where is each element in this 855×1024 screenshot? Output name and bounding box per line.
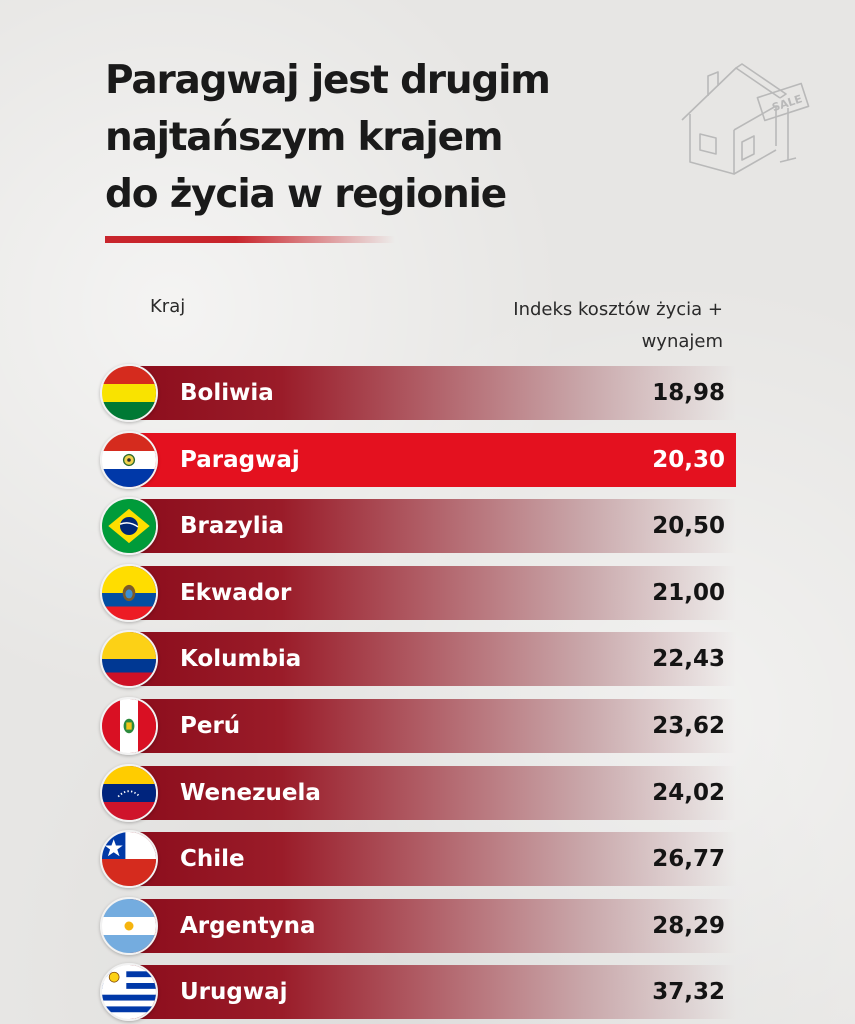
bar-urugwaj <box>130 965 736 1020</box>
colombia-flag-icon <box>100 630 158 689</box>
country-label: Urugwaj <box>180 979 288 1006</box>
bar-brazylia <box>130 499 736 554</box>
bar-boliwia <box>130 366 736 420</box>
chart-row-argentyna: Argentyna 28,29 <box>0 896 855 955</box>
chart-row-brazylia: Brazylia 20,50 <box>0 497 855 556</box>
bar-peru <box>130 699 736 753</box>
house-for-sale-icon: SALE <box>681 63 810 175</box>
chart-row-urugwaj: Urugwaj 37,32 <box>0 963 855 1022</box>
title-line-2: najtańszym krajem <box>105 115 503 160</box>
value-label: 23,62 <box>652 713 725 739</box>
title-line-1: Paragwaj jest drugim <box>105 58 551 103</box>
chart-row-peru: Perú 23,62 <box>0 697 855 755</box>
value-label: 26,77 <box>652 846 725 873</box>
country-label: Chile <box>180 846 245 873</box>
paraguay-flag-icon <box>100 430 158 489</box>
value-header-line-2: wynajem <box>641 331 723 352</box>
country-label: Kolumbia <box>180 646 302 673</box>
value-label: 37,32 <box>652 979 725 1006</box>
chart-title: Paragwaj jest drugim najtańszym krajem d… <box>105 52 551 223</box>
chart-row-wenezuela: Wenezuela 24,02 <box>0 763 855 822</box>
bar-argentyna <box>130 898 736 953</box>
value-label: 21,00 <box>652 579 725 606</box>
chile-flag-icon <box>100 830 158 889</box>
bolivia-flag-icon <box>100 364 158 422</box>
ecuador-flag-icon <box>100 563 158 622</box>
bar-ekwador <box>130 565 736 620</box>
value-label: 22,43 <box>652 646 725 673</box>
country-column-header: Kraj <box>150 296 186 317</box>
chart-row-chile: Chile 26,77 <box>0 830 855 889</box>
title-underline <box>105 236 395 243</box>
bar-paragwaj <box>130 432 736 487</box>
title-line-3: do życia w regionie <box>105 172 507 217</box>
value-label: 24,02 <box>652 779 725 806</box>
uruguay-flag-icon <box>100 963 158 1022</box>
country-label: Boliwia <box>180 380 274 406</box>
country-label: Ekwador <box>180 579 292 606</box>
country-label: Brazylia <box>180 513 285 540</box>
argentina-flag-icon <box>100 896 158 955</box>
bar-kolumbia <box>130 632 736 687</box>
bar-wenezuela <box>130 765 736 820</box>
country-label: Argentyna <box>180 912 316 939</box>
venezuela-flag-icon <box>100 763 158 822</box>
value-header-line-1: Indeks kosztów życia + <box>513 299 723 320</box>
bar-chile <box>130 832 736 887</box>
chart-row-paragwaj: Paragwaj 20,30 <box>0 430 855 489</box>
value-label: 18,98 <box>652 380 725 406</box>
country-label: Wenezuela <box>180 779 321 806</box>
value-label: 20,50 <box>652 513 725 540</box>
value-column-header: Indeks kosztów życia + wynajem <box>423 294 723 358</box>
chart-row-boliwia: Boliwia 18,98 <box>0 364 855 422</box>
chart-row-ekwador: Ekwador 21,00 <box>0 563 855 622</box>
country-label: Paragwaj <box>180 446 300 473</box>
value-label: 28,29 <box>652 912 725 939</box>
chart-row-kolumbia: Kolumbia 22,43 <box>0 630 855 689</box>
country-label: Perú <box>180 713 241 739</box>
peru-flag-icon <box>100 697 158 755</box>
value-label: 20,30 <box>652 446 725 473</box>
brazil-flag-icon <box>100 497 158 556</box>
